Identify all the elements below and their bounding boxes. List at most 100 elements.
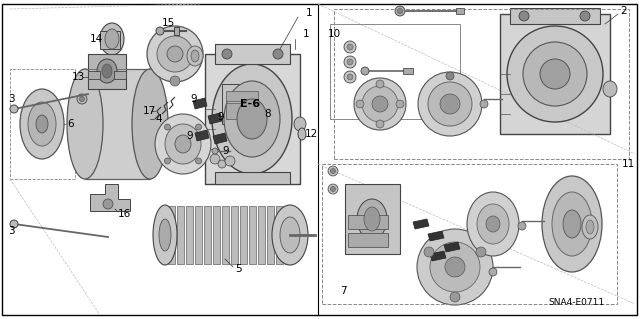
Ellipse shape: [376, 120, 384, 128]
Ellipse shape: [540, 59, 570, 89]
Ellipse shape: [476, 247, 486, 257]
Bar: [205, 54, 300, 184]
Ellipse shape: [212, 64, 292, 174]
Ellipse shape: [105, 29, 119, 49]
Text: 9: 9: [217, 112, 223, 122]
Bar: [231, 206, 238, 264]
Ellipse shape: [20, 89, 64, 159]
Ellipse shape: [191, 50, 199, 62]
Ellipse shape: [157, 36, 193, 72]
Ellipse shape: [156, 27, 164, 35]
Text: 10: 10: [328, 29, 341, 39]
Ellipse shape: [354, 78, 406, 130]
Bar: [114, 71, 126, 79]
Polygon shape: [444, 242, 460, 252]
Bar: [195, 206, 202, 264]
Ellipse shape: [480, 100, 488, 108]
Bar: [88, 71, 100, 79]
Ellipse shape: [155, 114, 211, 174]
Text: 4: 4: [155, 114, 162, 124]
Ellipse shape: [79, 97, 84, 101]
Ellipse shape: [196, 124, 202, 130]
Bar: [249, 206, 256, 264]
Polygon shape: [195, 130, 209, 141]
Ellipse shape: [357, 199, 387, 239]
Ellipse shape: [467, 192, 519, 256]
Text: E-6: E-6: [240, 99, 260, 109]
Text: 6: 6: [67, 119, 74, 129]
Ellipse shape: [225, 156, 235, 166]
Text: 1: 1: [303, 29, 310, 39]
Text: 14: 14: [90, 34, 103, 44]
Bar: [215, 44, 290, 64]
Bar: [276, 206, 283, 264]
Ellipse shape: [347, 44, 353, 50]
Ellipse shape: [298, 128, 306, 140]
Bar: [330, 24, 460, 119]
Bar: [345, 184, 400, 254]
Bar: [215, 172, 290, 184]
Ellipse shape: [440, 94, 460, 114]
Ellipse shape: [100, 23, 124, 55]
Ellipse shape: [280, 217, 300, 253]
Text: 2: 2: [620, 6, 627, 16]
Ellipse shape: [147, 26, 203, 82]
Ellipse shape: [361, 67, 369, 75]
Ellipse shape: [187, 46, 203, 66]
Bar: [240, 206, 247, 264]
Ellipse shape: [294, 117, 306, 131]
Ellipse shape: [356, 100, 364, 108]
Bar: [226, 91, 258, 101]
Ellipse shape: [344, 71, 356, 83]
Text: SNA4-E0711: SNA4-E0711: [548, 298, 604, 307]
Bar: [226, 103, 258, 119]
Text: 3: 3: [8, 226, 15, 236]
Text: 7: 7: [340, 286, 347, 296]
Ellipse shape: [36, 115, 48, 133]
Ellipse shape: [563, 210, 581, 238]
Bar: [456, 8, 464, 14]
Bar: [186, 206, 193, 264]
Bar: [85, 69, 150, 179]
Ellipse shape: [586, 220, 594, 234]
Text: 9: 9: [190, 94, 196, 104]
Ellipse shape: [273, 49, 283, 59]
Ellipse shape: [552, 192, 592, 256]
Ellipse shape: [372, 96, 388, 112]
Ellipse shape: [165, 124, 201, 164]
Ellipse shape: [519, 11, 529, 21]
Ellipse shape: [164, 124, 170, 130]
Bar: [88, 54, 126, 89]
Polygon shape: [208, 113, 222, 124]
Bar: [348, 233, 388, 247]
Bar: [510, 8, 600, 24]
Ellipse shape: [518, 222, 526, 230]
Ellipse shape: [364, 207, 380, 231]
Polygon shape: [430, 251, 446, 261]
Bar: [258, 206, 265, 264]
Ellipse shape: [446, 72, 454, 80]
Ellipse shape: [486, 216, 500, 232]
Ellipse shape: [328, 166, 338, 176]
Ellipse shape: [132, 69, 168, 179]
Ellipse shape: [582, 215, 598, 239]
Ellipse shape: [210, 154, 220, 164]
Text: 13: 13: [72, 72, 85, 82]
Bar: [348, 215, 388, 229]
Ellipse shape: [396, 100, 404, 108]
Text: 5: 5: [235, 264, 242, 274]
Ellipse shape: [395, 6, 405, 16]
Ellipse shape: [196, 158, 202, 164]
Text: 11: 11: [622, 159, 636, 169]
Ellipse shape: [344, 41, 356, 53]
Bar: [168, 206, 175, 264]
Ellipse shape: [418, 72, 482, 136]
Ellipse shape: [10, 105, 18, 113]
Ellipse shape: [159, 219, 171, 251]
Ellipse shape: [424, 247, 434, 257]
Ellipse shape: [542, 176, 602, 272]
Ellipse shape: [489, 268, 497, 276]
Ellipse shape: [67, 69, 103, 179]
Ellipse shape: [212, 148, 218, 154]
Bar: [213, 206, 220, 264]
